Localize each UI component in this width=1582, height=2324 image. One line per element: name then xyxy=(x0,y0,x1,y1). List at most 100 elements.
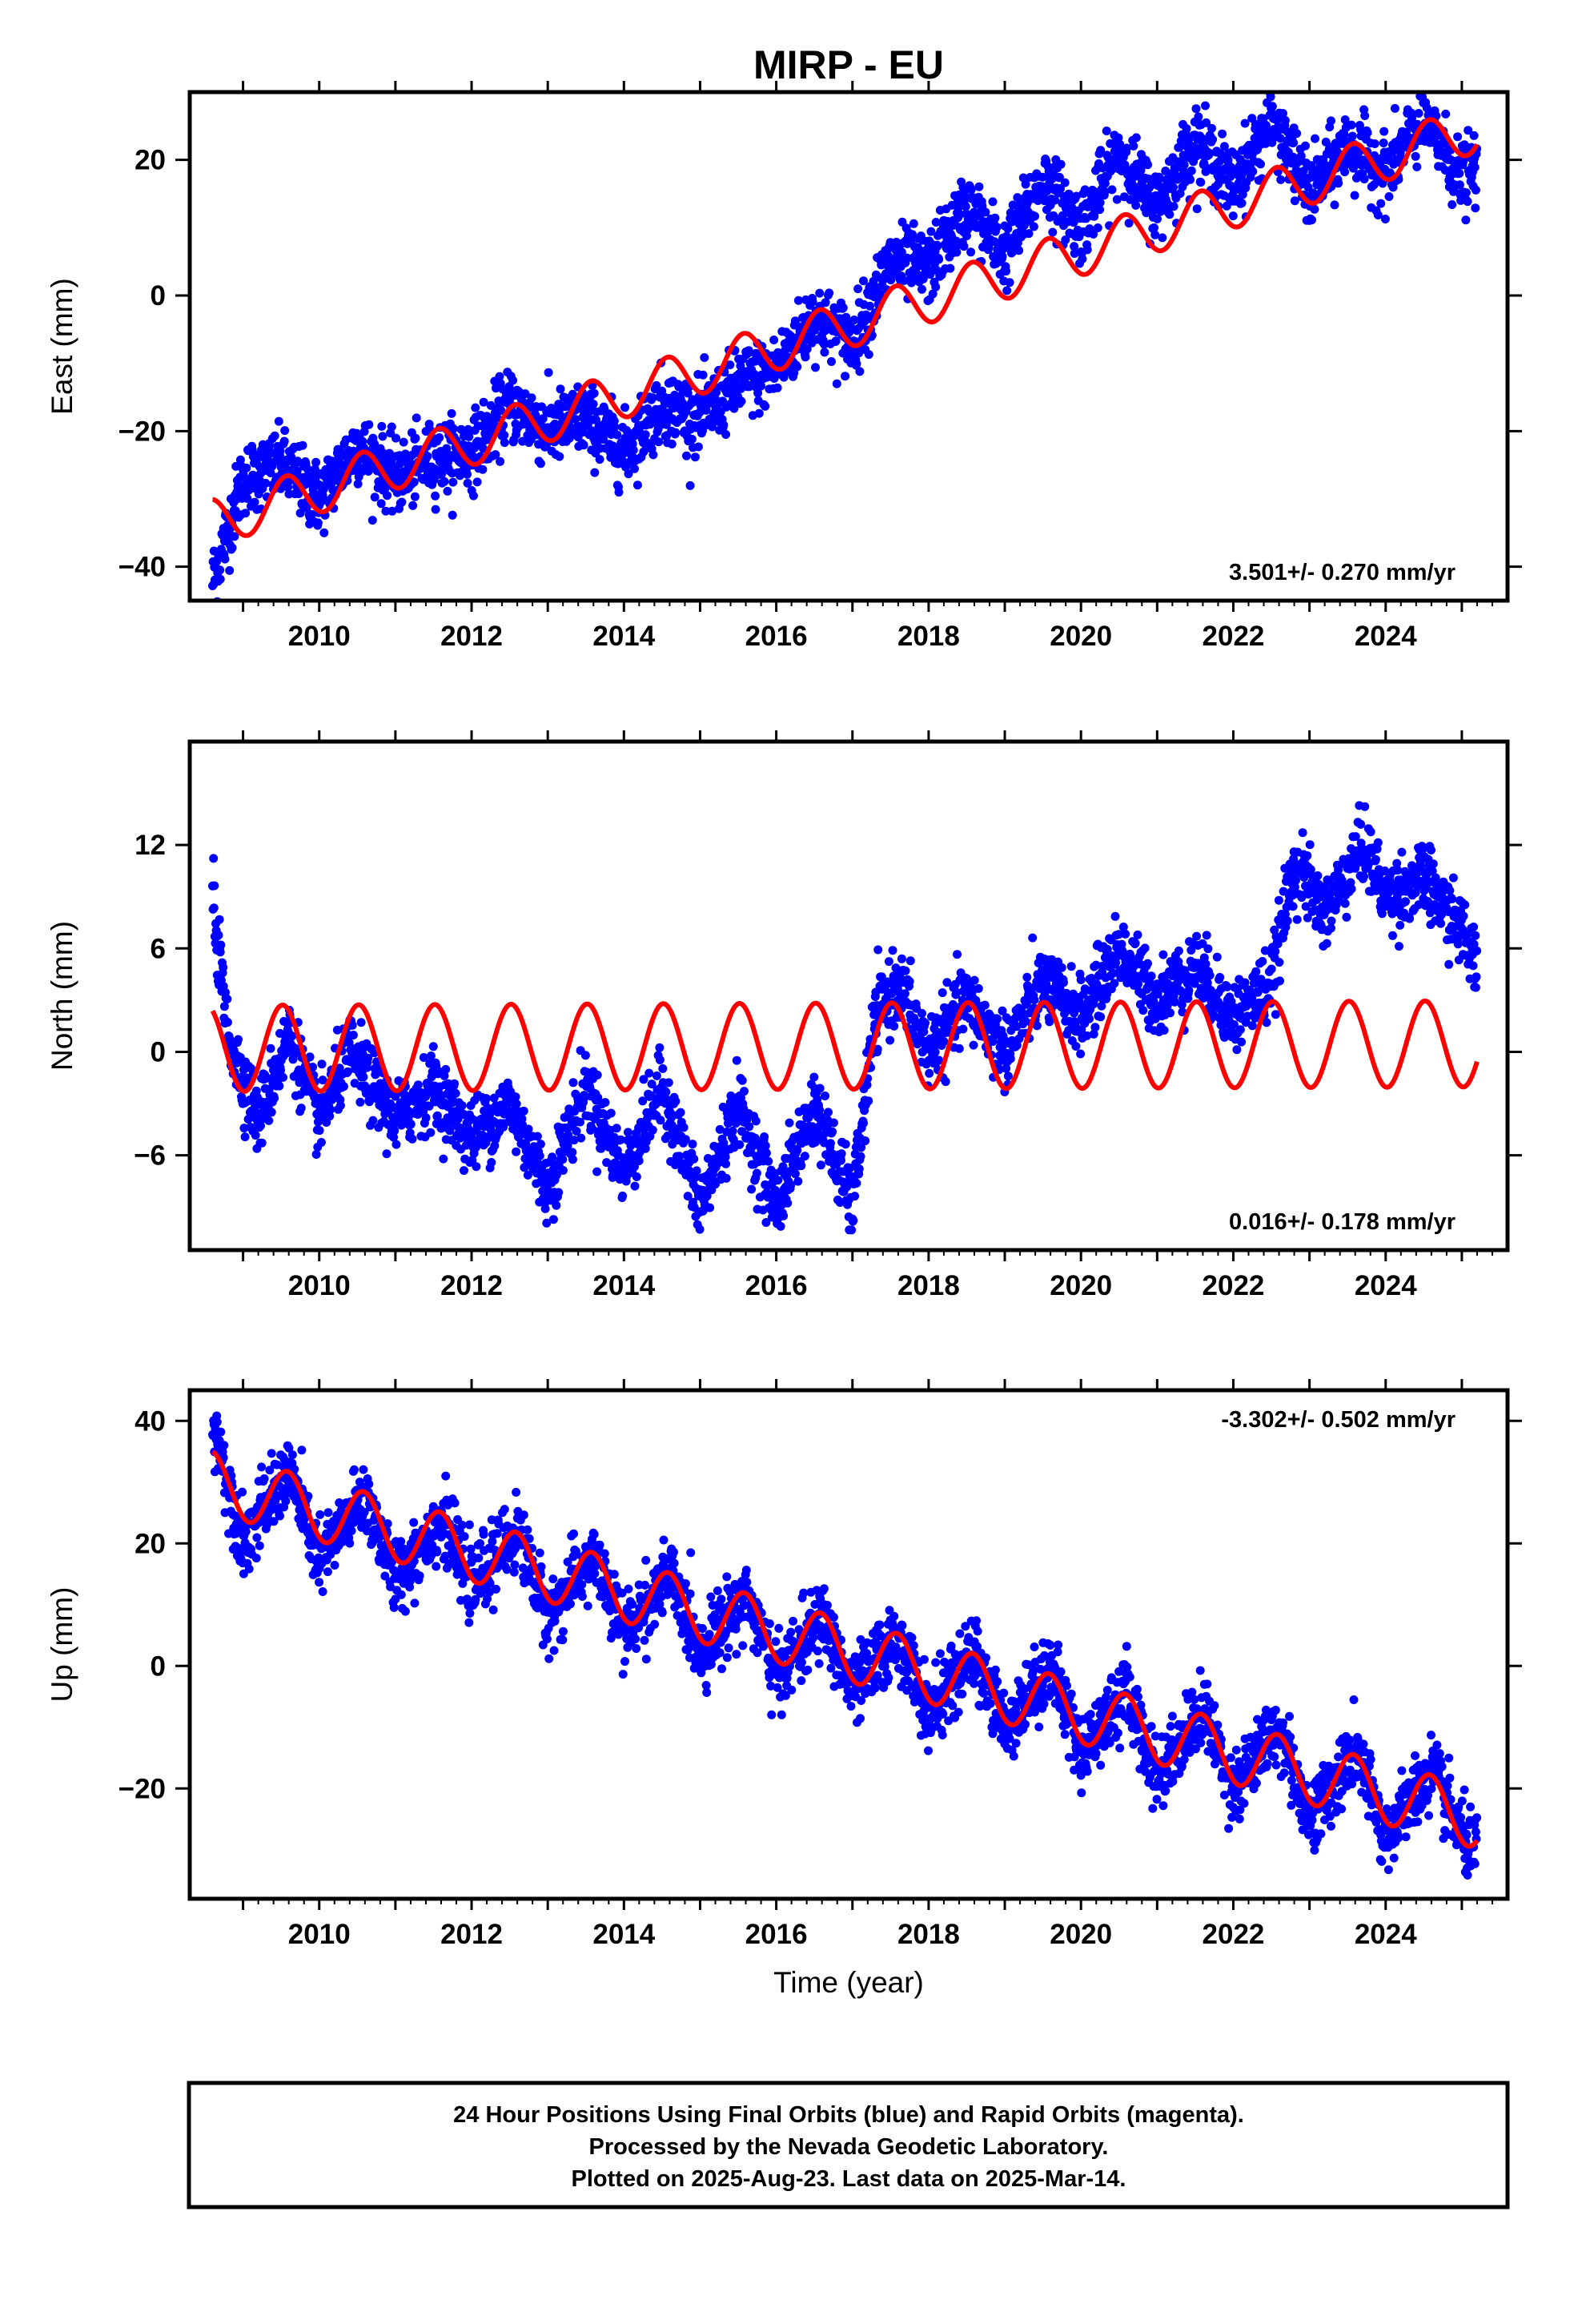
data-point xyxy=(472,477,482,487)
data-point xyxy=(1441,109,1451,119)
data-point xyxy=(1301,141,1310,151)
data-point xyxy=(824,1108,833,1117)
data-point xyxy=(1056,159,1066,169)
data-point xyxy=(298,440,307,450)
data-point xyxy=(769,336,779,344)
data-point xyxy=(428,1042,438,1051)
data-point xyxy=(548,1215,558,1224)
data-point xyxy=(905,977,914,986)
y-tick-label: 0 xyxy=(151,280,166,312)
data-point xyxy=(399,437,408,447)
data-point xyxy=(802,344,812,354)
data-point xyxy=(558,1155,568,1164)
data-point xyxy=(785,1118,794,1128)
data-point xyxy=(797,1120,807,1130)
data-point xyxy=(852,1179,861,1188)
data-point xyxy=(216,940,226,950)
data-point xyxy=(1158,950,1168,959)
data-point xyxy=(842,1182,852,1192)
data-point xyxy=(288,1055,298,1064)
data-point xyxy=(589,388,599,398)
data-point xyxy=(793,362,802,372)
data-point xyxy=(747,1184,757,1194)
data-point xyxy=(703,1154,713,1163)
data-point xyxy=(1248,167,1258,176)
data-point xyxy=(719,420,729,430)
data-point xyxy=(990,213,1000,223)
data-point xyxy=(1021,179,1030,189)
data-point xyxy=(821,1092,829,1100)
data-point xyxy=(469,491,478,501)
data-point xyxy=(390,1126,400,1136)
data-point xyxy=(538,414,548,424)
data-point xyxy=(934,255,944,264)
data-point xyxy=(638,1096,648,1106)
data-point xyxy=(829,1118,838,1128)
data-point xyxy=(227,543,237,553)
data-point xyxy=(391,433,400,443)
data-point xyxy=(1340,167,1350,177)
data-point xyxy=(464,424,473,434)
data-point xyxy=(535,1151,544,1160)
data-point xyxy=(885,1035,895,1045)
data-point xyxy=(667,1112,677,1122)
data-point xyxy=(568,389,577,399)
data-point xyxy=(1143,959,1152,968)
data-point xyxy=(378,432,387,441)
data-point xyxy=(853,284,863,294)
data-point xyxy=(464,1124,473,1134)
data-point xyxy=(1003,224,1013,234)
data-point xyxy=(1447,200,1457,209)
data-point xyxy=(1379,139,1388,147)
data-point xyxy=(690,1172,700,1182)
data-point xyxy=(875,289,885,299)
data-point xyxy=(523,1170,532,1180)
data-point xyxy=(231,461,241,471)
data-point xyxy=(1363,128,1372,138)
data-point xyxy=(1090,1023,1100,1032)
data-point xyxy=(1048,227,1058,237)
data-point xyxy=(596,1144,606,1153)
data-point xyxy=(980,1000,990,1010)
data-point xyxy=(648,393,657,403)
data-point xyxy=(389,1132,399,1142)
data-point xyxy=(1215,157,1224,167)
data-point xyxy=(406,1120,416,1129)
data-point xyxy=(266,1043,275,1053)
data-point xyxy=(933,242,942,251)
panels: 2010 2012 2014 2016 2018 2020 2022 2024−40−2002… xyxy=(46,81,1522,1950)
panel-north: 2010 2012 2014 2016 2018 2020 2022 2024−60612No… xyxy=(46,730,1522,1301)
data-point xyxy=(941,1077,950,1087)
data-point xyxy=(1150,230,1160,239)
data-point xyxy=(618,1191,628,1200)
data-point xyxy=(1339,130,1349,139)
data-point xyxy=(1276,175,1286,184)
data-point xyxy=(552,1200,561,1210)
data-point xyxy=(448,477,458,487)
data-point xyxy=(1093,223,1102,232)
data-point xyxy=(888,946,897,955)
data-point xyxy=(1311,134,1319,143)
data-point xyxy=(447,408,456,418)
data-point xyxy=(1411,151,1420,161)
data-point xyxy=(917,284,926,294)
data-point xyxy=(809,1072,819,1082)
data-point xyxy=(815,288,825,298)
data-point xyxy=(391,1140,401,1149)
chart-title: MIRP - EU xyxy=(753,42,944,87)
data-point xyxy=(852,359,861,368)
data-point xyxy=(661,1088,671,1097)
data-point xyxy=(815,1105,825,1115)
data-point xyxy=(838,303,848,312)
data-point xyxy=(1085,1014,1094,1023)
data-point xyxy=(442,444,452,453)
data-point xyxy=(512,1099,521,1108)
data-point xyxy=(1153,214,1162,223)
data-point xyxy=(456,424,466,434)
data-point xyxy=(275,1081,284,1091)
data-point xyxy=(215,947,225,957)
plot-frame xyxy=(187,90,1510,603)
data-point xyxy=(655,1055,665,1064)
data-point xyxy=(1030,995,1039,1004)
data-point xyxy=(1376,199,1386,208)
